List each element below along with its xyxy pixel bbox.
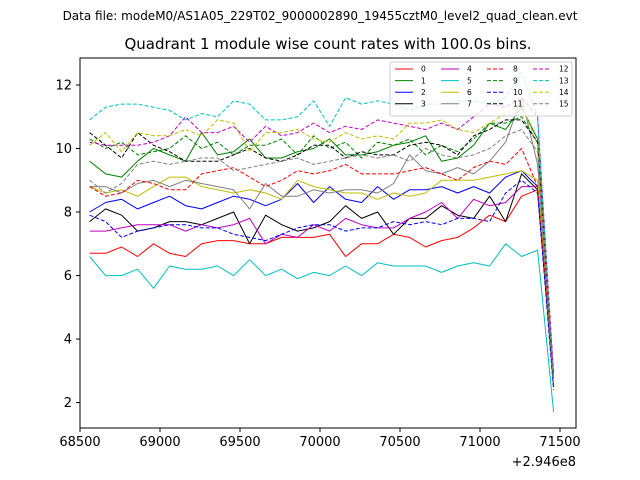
ticks-layer: 68500 69000 69500 70000 70500 71000 71500 2 4 6 8 1… (55, 78, 580, 450)
series-line-9 (89, 116, 555, 387)
series-line-6 (89, 170, 555, 384)
series-line-1 (89, 106, 555, 381)
legend-label-12: 12 (559, 65, 569, 74)
x-tick-label: 70000 (299, 435, 340, 450)
legend-label-1: 1 (421, 76, 426, 85)
legend-label-14: 14 (559, 88, 569, 97)
legend-label-0: 0 (421, 65, 426, 74)
y-tick-label: 4 (64, 333, 72, 348)
legend-label-2: 2 (421, 88, 426, 97)
legend-label-6: 6 (467, 88, 472, 97)
axes-frame (79, 57, 577, 429)
legend-label-8: 8 (513, 65, 518, 74)
series-line-14 (89, 103, 555, 381)
legend-label-5: 5 (467, 76, 472, 85)
x-tick-label: 70500 (379, 435, 420, 450)
series-line-0 (89, 189, 555, 387)
y-tick-label: 10 (55, 142, 72, 157)
series-line-3 (89, 173, 555, 378)
x-tick-label: 71500 (539, 435, 580, 450)
series-line-5 (89, 243, 555, 413)
legend-label-13: 13 (559, 76, 569, 85)
series-line-7 (89, 97, 555, 378)
series-line-8 (89, 148, 555, 375)
y-tick-label: 2 (64, 396, 72, 411)
legend-label-7: 7 (467, 100, 472, 109)
chart-title: Quadrant 1 module wise count rates with … (124, 35, 531, 53)
x-tick-label: 69500 (219, 435, 260, 450)
legend-label-9: 9 (513, 76, 518, 85)
series-line-11 (89, 119, 555, 375)
legend-box (389, 61, 573, 117)
series-line-2 (89, 170, 555, 384)
x-tick-label: 68500 (59, 435, 100, 450)
legend-label-4: 4 (467, 65, 472, 74)
legend-label-11: 11 (513, 100, 523, 109)
legend-label-10: 10 (513, 88, 523, 97)
series-layer (89, 71, 555, 413)
y-tick-label: 8 (64, 206, 72, 221)
x-tick-label: 69000 (139, 435, 180, 450)
x-offset-label: +2.946e8 (512, 455, 576, 470)
y-tick-label: 6 (64, 269, 72, 284)
legend-label-3: 3 (421, 100, 426, 109)
series-line-10 (89, 179, 555, 390)
series-line-4 (89, 186, 555, 381)
legend-label-15: 15 (559, 100, 569, 109)
y-tick-label: 12 (55, 78, 72, 93)
series-line-15 (89, 129, 555, 378)
x-tick-label: 71000 (459, 435, 500, 450)
chart-suptitle: Data file: modeM0/AS1A05_229T02_90000028… (63, 9, 578, 23)
